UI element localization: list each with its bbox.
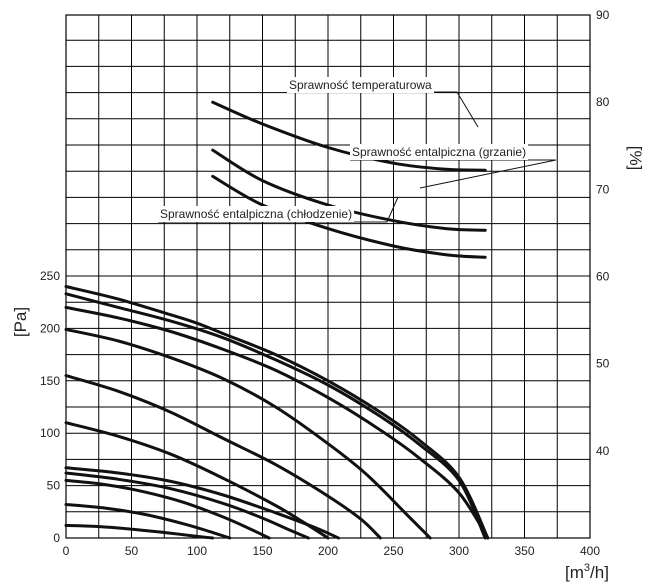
pressure-curve-3 [64, 478, 271, 540]
y-right-tick-label: 50 [596, 357, 610, 371]
x-tick-label: 200 [318, 544, 338, 558]
y-right-tick-label: 40 [596, 444, 610, 458]
x-tick-label: 350 [514, 544, 534, 558]
y-left-tick-label: 0 [53, 531, 60, 545]
pressure-curve-10 [64, 292, 487, 540]
y-right-tick-label: 90 [596, 8, 610, 22]
pressure-curve-2 [64, 503, 232, 540]
pressure-curve-7 [64, 374, 382, 540]
efficiency-curve-3 [211, 174, 487, 259]
y-left-tick-label: 50 [47, 479, 61, 493]
x-tick-label: 150 [252, 544, 272, 558]
pressure-curve-8 [64, 327, 432, 540]
left-y-tick-labels: 0 50 100 150 200 250 [40, 269, 60, 545]
x-tick-label: 100 [187, 544, 207, 558]
label-sprawnosc-entalpiczna-chlodzenie: Sprawność entalpiczna (chłodzenie) [160, 207, 352, 221]
efficiency-curve-2 [211, 148, 487, 232]
y-right-tick-label: 70 [596, 182, 610, 196]
y-axis-label-right: [%] [626, 146, 645, 171]
leader-temperaturowa [287, 91, 479, 128]
y-right-tick-label: 80 [596, 95, 610, 109]
pressure-curve-6 [64, 421, 330, 540]
pressure-curve-1 [64, 523, 215, 540]
leader-grzanie [350, 159, 557, 189]
y-left-tick-label: 250 [40, 269, 60, 283]
y-left-tick-label: 150 [40, 374, 60, 388]
label-sprawnosc-temperaturowa: Sprawność temperaturowa [289, 78, 432, 92]
x-tick-label: 250 [383, 544, 403, 558]
x-tick-label: 0 [63, 544, 70, 558]
x-tick-label: 400 [580, 544, 600, 558]
efficiency-curves [211, 100, 487, 259]
pressure-curves [64, 285, 490, 540]
pressure-curve-4 [64, 471, 310, 540]
x-axis-label-tail: /h] [590, 563, 609, 582]
x-tick-label: 50 [125, 544, 139, 558]
right-y-tick-labels: 40 50 60 70 80 90 [596, 8, 610, 458]
y-left-tick-label: 200 [40, 321, 60, 335]
y-left-tick-label: 100 [40, 426, 60, 440]
x-axis-label-sup: 3 [584, 562, 590, 574]
label-sprawnosc-entalpiczna-grzanie: Sprawność entalpiczna (grzanie) [352, 145, 526, 159]
y-axis-label-left: [Pa] [11, 307, 30, 337]
pressure-curve-5 [64, 466, 340, 540]
pressure-curve-11 [64, 285, 490, 540]
x-axis-label-base: [m [565, 563, 584, 582]
x-axis-label: [m3/h] [565, 562, 609, 582]
x-tick-label: 300 [449, 544, 469, 558]
label-background [158, 206, 355, 222]
x-tick-labels: 0 50 100 150 200 250 300 350 400 [63, 544, 601, 558]
label-background [287, 77, 435, 93]
pressure-curve-9 [64, 305, 490, 540]
chart-grid [66, 15, 590, 538]
y-right-tick-label: 60 [596, 270, 610, 284]
label-background [350, 144, 529, 160]
